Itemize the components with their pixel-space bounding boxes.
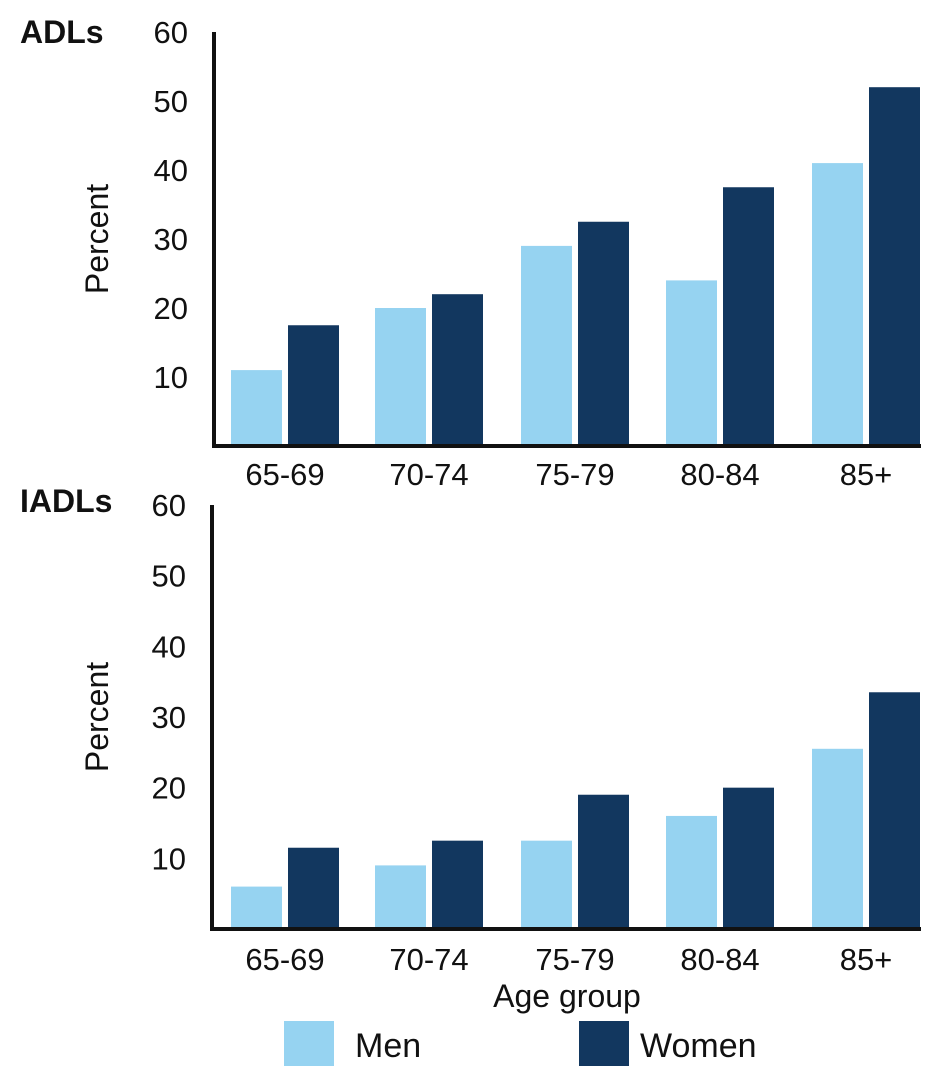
panel-title: IADLs: [20, 483, 112, 519]
bar-women-65-69: [288, 325, 339, 446]
bar-men-80-84: [666, 815, 717, 929]
y-tick-label: 60: [152, 488, 186, 523]
bar-men-65-69: [231, 370, 282, 446]
y-tick-label: 30: [152, 700, 186, 735]
x-tick-label: 65-69: [245, 457, 324, 492]
y-tick-label: 20: [154, 291, 188, 326]
x-tick-label: 85+: [840, 457, 893, 492]
y-tick-label: 50: [152, 559, 186, 594]
legend-swatch-men: [284, 1021, 334, 1066]
legend-label-women: Women: [640, 1027, 757, 1065]
y-tick-label: 20: [152, 771, 186, 806]
bar-women-85+: [869, 692, 920, 929]
bar-men-75-79: [521, 245, 572, 446]
panel-title: ADLs: [20, 14, 104, 50]
x-tick-label: 80-84: [680, 457, 759, 492]
bar-men-75-79: [521, 840, 572, 929]
bar-women-80-84: [723, 787, 774, 929]
legend-label-men: Men: [355, 1027, 421, 1065]
y-tick-label: 10: [152, 841, 186, 876]
x-tick-label: 70-74: [389, 942, 468, 977]
x-tick-label: 85+: [840, 942, 893, 977]
x-tick-label: 70-74: [389, 457, 468, 492]
x-tick-label: 75-79: [535, 942, 614, 977]
bar-men-70-74: [375, 865, 426, 929]
y-axis-label: Percent: [79, 184, 115, 294]
x-axis-label: Age group: [493, 978, 641, 1014]
bar-women-85+: [869, 87, 920, 446]
legend-swatch-women: [579, 1021, 629, 1066]
y-tick-label: 50: [154, 84, 188, 119]
bar-women-70-74: [432, 294, 483, 446]
y-tick-label: 40: [152, 629, 186, 664]
bar-men-85+: [812, 748, 863, 929]
bar-women-65-69: [288, 847, 339, 929]
bar-women-70-74: [432, 840, 483, 929]
x-tick-label: 65-69: [245, 942, 324, 977]
y-tick-label: 10: [154, 360, 188, 395]
x-tick-label: 75-79: [535, 457, 614, 492]
y-axis-label: Percent: [79, 662, 115, 772]
bar-women-80-84: [723, 187, 774, 446]
bar-men-65-69: [231, 886, 282, 929]
bar-men-80-84: [666, 280, 717, 446]
y-tick-label: 30: [154, 222, 188, 257]
bar-men-85+: [812, 163, 863, 446]
y-tick-label: 40: [154, 153, 188, 188]
bar-men-70-74: [375, 308, 426, 446]
bar-women-75-79: [578, 221, 629, 446]
bar-women-75-79: [578, 794, 629, 929]
y-tick-label: 60: [154, 15, 188, 50]
x-tick-label: 80-84: [680, 942, 759, 977]
